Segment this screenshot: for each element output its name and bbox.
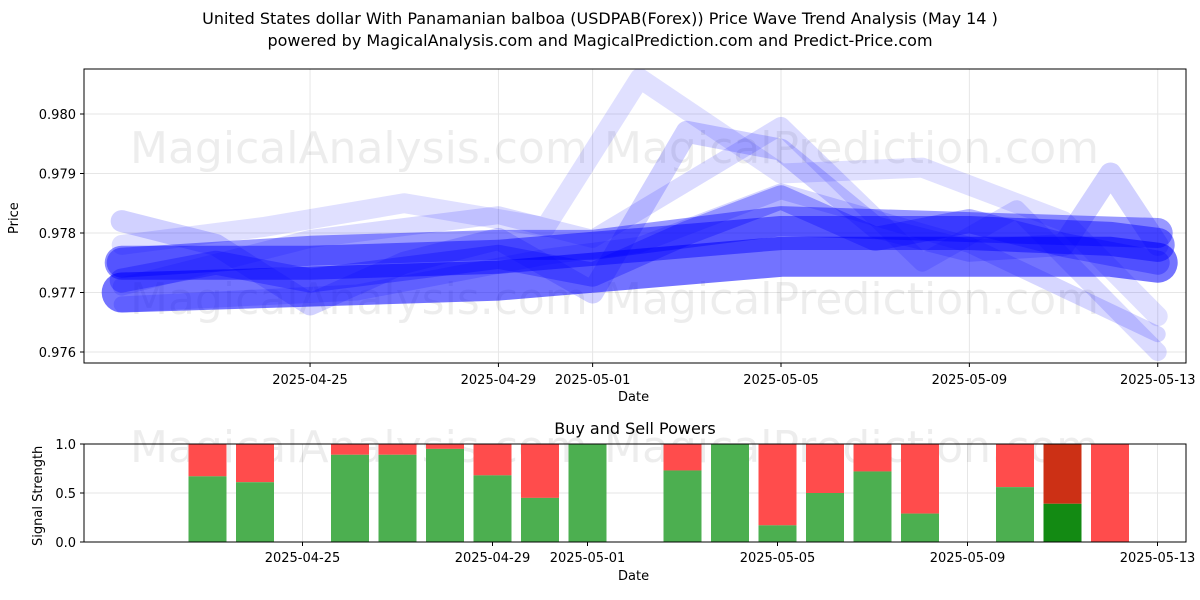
- price-x-tick-label: 2025-05-01: [555, 373, 631, 388]
- wave-line: [111, 69, 1168, 327]
- buy-power-bar: [378, 454, 417, 542]
- buy-power-bar: [331, 454, 369, 542]
- price-y-tick-label: 0.980: [39, 108, 76, 123]
- buy-power-bar: [426, 448, 464, 542]
- price-chart: MagicalAnalysis.comMagicalAnalysis.comMa…: [39, 68, 1196, 388]
- price-y-tick-label: 0.979: [39, 168, 76, 183]
- chart-subtitle: powered by MagicalAnalysis.com and Magic…: [267, 31, 933, 50]
- price-x-axis-label: Date: [618, 390, 650, 405]
- price-plot-area: [84, 69, 1186, 363]
- sell-power-bar: [1091, 444, 1129, 542]
- price-axes-frame: [83, 68, 1187, 364]
- sell-power-bar: [901, 444, 939, 514]
- wave-layer: [101, 69, 1178, 361]
- bar-y-tick-label: 1.0: [55, 438, 76, 453]
- price-x-tick-label: 2025-04-29: [461, 373, 537, 388]
- bar-chart-title: Buy and Sell Powers: [554, 419, 716, 438]
- watermark-text: MagicalPrediction.com: [604, 123, 1099, 174]
- buy-power-bar: [901, 513, 939, 542]
- wave-line: [106, 206, 1173, 278]
- sell-power-bar: [996, 444, 1034, 488]
- price-x-tick-label: 2025-05-05: [743, 373, 819, 388]
- buy-power-bar: [996, 487, 1034, 542]
- wave-line: [112, 116, 1167, 361]
- buy-power-bar: [806, 493, 844, 542]
- price-y-tick-label: 0.978: [39, 227, 76, 242]
- bar-y-tick-label: 0.5: [55, 487, 76, 502]
- price-x-tick-label: 2025-05-09: [932, 373, 1008, 388]
- buy-power-bar: [473, 475, 512, 542]
- sell-power-bar: [853, 444, 892, 472]
- buy-power-bar: [1043, 503, 1082, 542]
- sell-power-bar: [331, 444, 369, 455]
- chart-title: United States dollar With Panamanian bal…: [202, 9, 998, 28]
- bar-x-tick-label: 2025-05-13: [1120, 551, 1196, 566]
- buy-power-bar: [711, 444, 749, 542]
- price-x-tick-label: 2025-05-13: [1120, 373, 1196, 388]
- price-y-tick-label: 0.976: [39, 346, 76, 361]
- sell-power-bar: [378, 444, 417, 455]
- wave-line: [113, 183, 1166, 343]
- wave-line: [110, 120, 1169, 316]
- price-y-tick-label: 0.977: [39, 287, 76, 302]
- buy-power-bar: [663, 470, 702, 542]
- signal-chart: MagicalAnalysis.comMagicalPrediction.com…: [55, 422, 1195, 566]
- wave-line: [109, 185, 1170, 293]
- bar-x-tick-label: 2025-05-09: [930, 551, 1006, 566]
- buy-power-bar: [521, 497, 559, 542]
- bar-y-tick-label: 0.0: [55, 536, 76, 551]
- wave-line: [104, 216, 1175, 280]
- watermark-text: MagicalAnalysis.com: [130, 123, 588, 174]
- buy-power-bar: [853, 471, 892, 542]
- wave-line: [101, 236, 1178, 313]
- sell-power-bar: [188, 444, 227, 477]
- bar-x-axis-label: Date: [618, 569, 650, 584]
- buy-power-bar: [236, 482, 274, 542]
- sell-power-bar: [663, 444, 702, 471]
- bar-x-tick-label: 2025-04-25: [265, 551, 341, 566]
- bar-x-tick-label: 2025-05-05: [740, 551, 816, 566]
- sell-power-bar: [758, 444, 797, 526]
- bar-x-tick-label: 2025-04-29: [455, 551, 531, 566]
- buy-power-bar: [568, 444, 607, 542]
- price-x-tick-label: 2025-04-25: [272, 373, 348, 388]
- sell-power-bar: [521, 444, 559, 498]
- sell-power-bar: [1043, 444, 1082, 504]
- sell-power-bar: [236, 444, 274, 483]
- buy-power-bar: [188, 476, 227, 542]
- buy-power-bar: [758, 525, 797, 542]
- sell-power-bar: [473, 444, 512, 476]
- sell-power-bar: [806, 444, 844, 493]
- bar-x-tick-label: 2025-05-01: [550, 551, 626, 566]
- sell-power-bar: [426, 444, 464, 449]
